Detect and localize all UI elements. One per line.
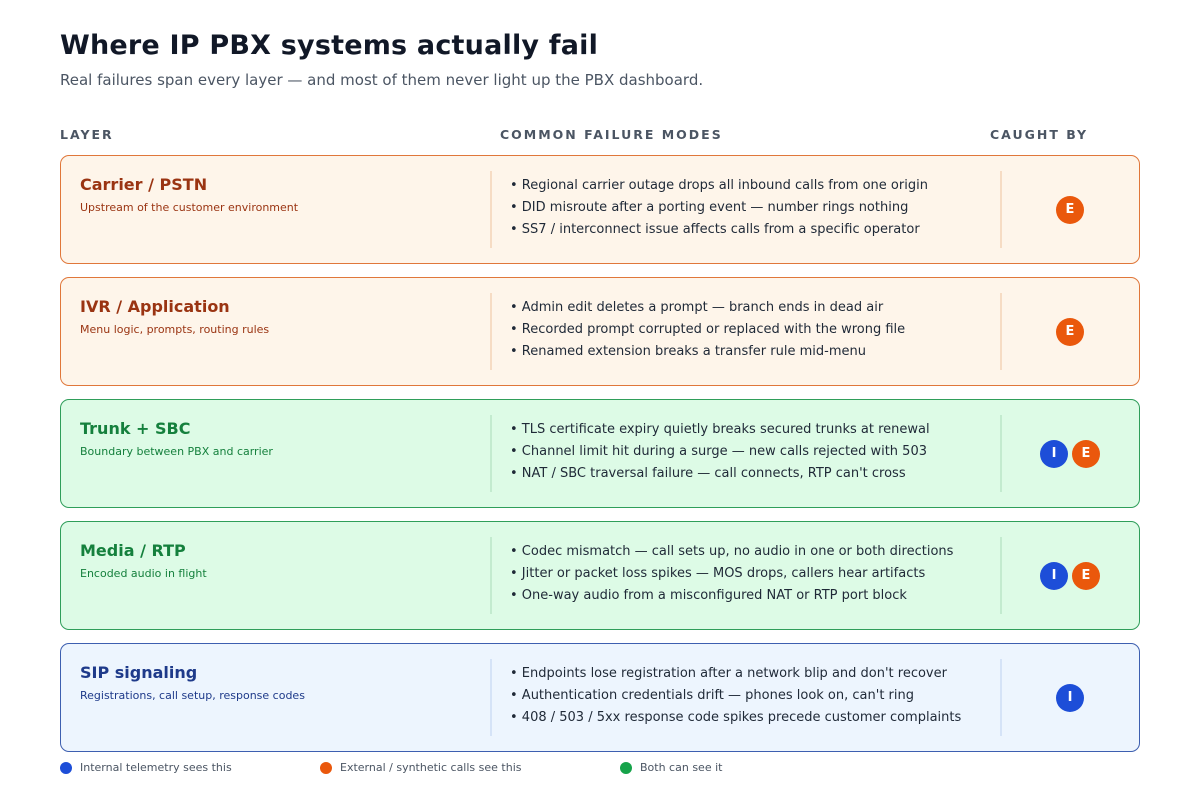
legend-item-external: External / synthetic calls see this	[320, 761, 521, 774]
legend-label: Both can see it	[640, 761, 723, 774]
page-title: Where IP PBX systems actually fail	[60, 30, 599, 61]
failure-modes-list: • Endpoints lose registration after a ne…	[510, 665, 961, 731]
caught-by-badges: I	[1001, 644, 1139, 751]
legend-label: External / synthetic calls see this	[340, 761, 522, 774]
caught-by-badges: E	[1001, 156, 1139, 263]
layer-description: Registrations, call setup, response code…	[80, 689, 305, 702]
external-badge: E	[1056, 195, 1084, 224]
layer-name: Carrier / PSTN	[80, 175, 208, 194]
column-divider	[1000, 171, 1002, 248]
internal-badge: I	[1040, 439, 1068, 468]
caught-by-badges: I E	[1001, 400, 1139, 507]
column-divider	[1000, 415, 1002, 492]
layer-description: Encoded audio in flight	[80, 567, 207, 580]
failure-modes-list: • Codec mismatch — call sets up, no audi…	[510, 543, 953, 609]
layer-rows: Carrier / PSTN Upstream of the customer …	[60, 155, 1140, 765]
failure-mode-item: • Codec mismatch — call sets up, no audi…	[510, 544, 954, 559]
failure-mode-item: • NAT / SBC traversal failure — call con…	[510, 466, 906, 481]
column-divider	[1000, 659, 1002, 736]
failure-mode-item: • DID misroute after a porting event — n…	[510, 200, 909, 215]
failure-mode-item: • Recorded prompt corrupted or replaced …	[510, 322, 906, 337]
legend-dot-icon	[60, 761, 72, 774]
failure-mode-item: • 408 / 503 / 5xx response code spikes p…	[510, 710, 962, 725]
layer-name: SIP signaling	[80, 663, 198, 682]
layer-description: Menu logic, prompts, routing rules	[80, 323, 270, 336]
external-badge: E	[1072, 439, 1100, 468]
column-divider	[490, 171, 492, 248]
layer-row-ivr-application: IVR / Application Menu logic, prompts, r…	[60, 277, 1140, 386]
page-subtitle: Real failures span every layer — and mos…	[60, 71, 704, 89]
column-divider	[490, 293, 492, 370]
column-divider	[490, 659, 492, 736]
layer-name: Trunk + SBC	[80, 419, 191, 438]
failure-mode-item: • Jitter or packet loss spikes — MOS dro…	[510, 566, 926, 581]
layer-row-trunk-sbc: Trunk + SBC Boundary between PBX and car…	[60, 399, 1140, 508]
layer-description: Upstream of the customer environment	[80, 201, 299, 214]
failure-mode-item: • Regional carrier outage drops all inbo…	[510, 178, 928, 193]
legend-item-internal: Internal telemetry sees this	[60, 761, 232, 774]
failure-mode-item: • Channel limit hit during a surge — new…	[510, 444, 927, 459]
caught-by-badges: I E	[1001, 522, 1139, 629]
layer-description: Boundary between PBX and carrier	[80, 445, 273, 458]
failure-mode-item: • Endpoints lose registration after a ne…	[510, 666, 947, 681]
internal-badge: I	[1056, 683, 1084, 712]
column-divider	[1000, 293, 1002, 370]
failure-mode-item: • SS7 / interconnect issue affects calls…	[510, 222, 920, 237]
failure-modes-list: • Regional carrier outage drops all inbo…	[510, 177, 928, 243]
external-badge: E	[1056, 317, 1084, 346]
legend-dot-icon	[320, 761, 332, 774]
external-badge: E	[1072, 561, 1100, 590]
column-divider	[490, 537, 492, 614]
column-header-modes: COMMON FAILURE MODES	[500, 127, 723, 142]
failure-mode-item: • One-way audio from a misconfigured NAT…	[510, 588, 907, 603]
layer-name: IVR / Application	[80, 297, 230, 316]
failure-mode-item: • Authentication credentials drift — pho…	[510, 688, 914, 703]
caught-by-badges: E	[1001, 278, 1139, 385]
layer-row-media-rtp: Media / RTP Encoded audio in flight • Co…	[60, 521, 1140, 630]
column-divider	[1000, 537, 1002, 614]
failure-modes-list: • Admin edit deletes a prompt — branch e…	[510, 299, 905, 365]
failure-modes-list: • TLS certificate expiry quietly breaks …	[510, 421, 930, 487]
internal-badge: I	[1040, 561, 1068, 590]
column-header-layer: LAYER	[60, 127, 114, 142]
failure-mode-item: • Admin edit deletes a prompt — branch e…	[510, 300, 884, 315]
legend: Internal telemetry sees this External / …	[60, 761, 1140, 775]
layer-row-carrier-pstn: Carrier / PSTN Upstream of the customer …	[60, 155, 1140, 264]
column-header-caught-by: CAUGHT BY	[990, 127, 1089, 142]
layer-row-sip-signaling: SIP signaling Registrations, call setup,…	[60, 643, 1140, 752]
failure-mode-item: • Renamed extension breaks a transfer ru…	[510, 344, 866, 359]
legend-dot-icon	[620, 761, 632, 774]
legend-item-both: Both can see it	[620, 761, 722, 774]
legend-label: Internal telemetry sees this	[80, 761, 232, 774]
layer-name: Media / RTP	[80, 541, 186, 560]
column-divider	[490, 415, 492, 492]
failure-mode-item: • TLS certificate expiry quietly breaks …	[510, 422, 930, 437]
